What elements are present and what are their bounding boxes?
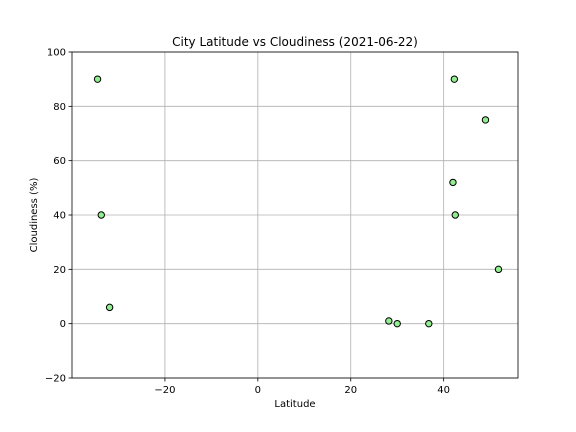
data-point (481, 116, 490, 124)
data-points (93, 75, 503, 328)
data-point (494, 265, 503, 274)
grid-lines (72, 51, 518, 379)
y-tick-label: 80 (53, 102, 66, 113)
data-point (393, 319, 401, 328)
data-point (105, 303, 114, 312)
axis-ticks: −20 0 20 40 −20 0 20 40 60 80 100 (45, 48, 450, 397)
y-tick-label: 60 (53, 156, 66, 167)
data-point (450, 75, 459, 83)
y-tick-label: 0 (60, 319, 66, 330)
data-point (93, 75, 102, 83)
x-tick-label: 40 (437, 385, 450, 396)
x-tick-label: 0 (255, 385, 261, 396)
x-tick-label: 20 (344, 385, 357, 396)
chart-title: City Latitude vs Cloudiness (2021-06-22) (172, 35, 418, 49)
y-tick-label: 100 (47, 48, 66, 59)
y-tick-label: 40 (53, 211, 66, 222)
data-point (425, 319, 433, 328)
y-tick-label: −20 (45, 374, 66, 385)
x-tick-label: −20 (154, 385, 175, 396)
data-point (385, 317, 393, 325)
data-point (451, 211, 459, 219)
y-tick-label: 20 (53, 265, 66, 276)
data-point (449, 178, 457, 187)
x-axis-label: Latitude (274, 399, 315, 410)
y-axis-label: Cloudiness (%) (29, 178, 40, 253)
data-point (97, 211, 105, 219)
